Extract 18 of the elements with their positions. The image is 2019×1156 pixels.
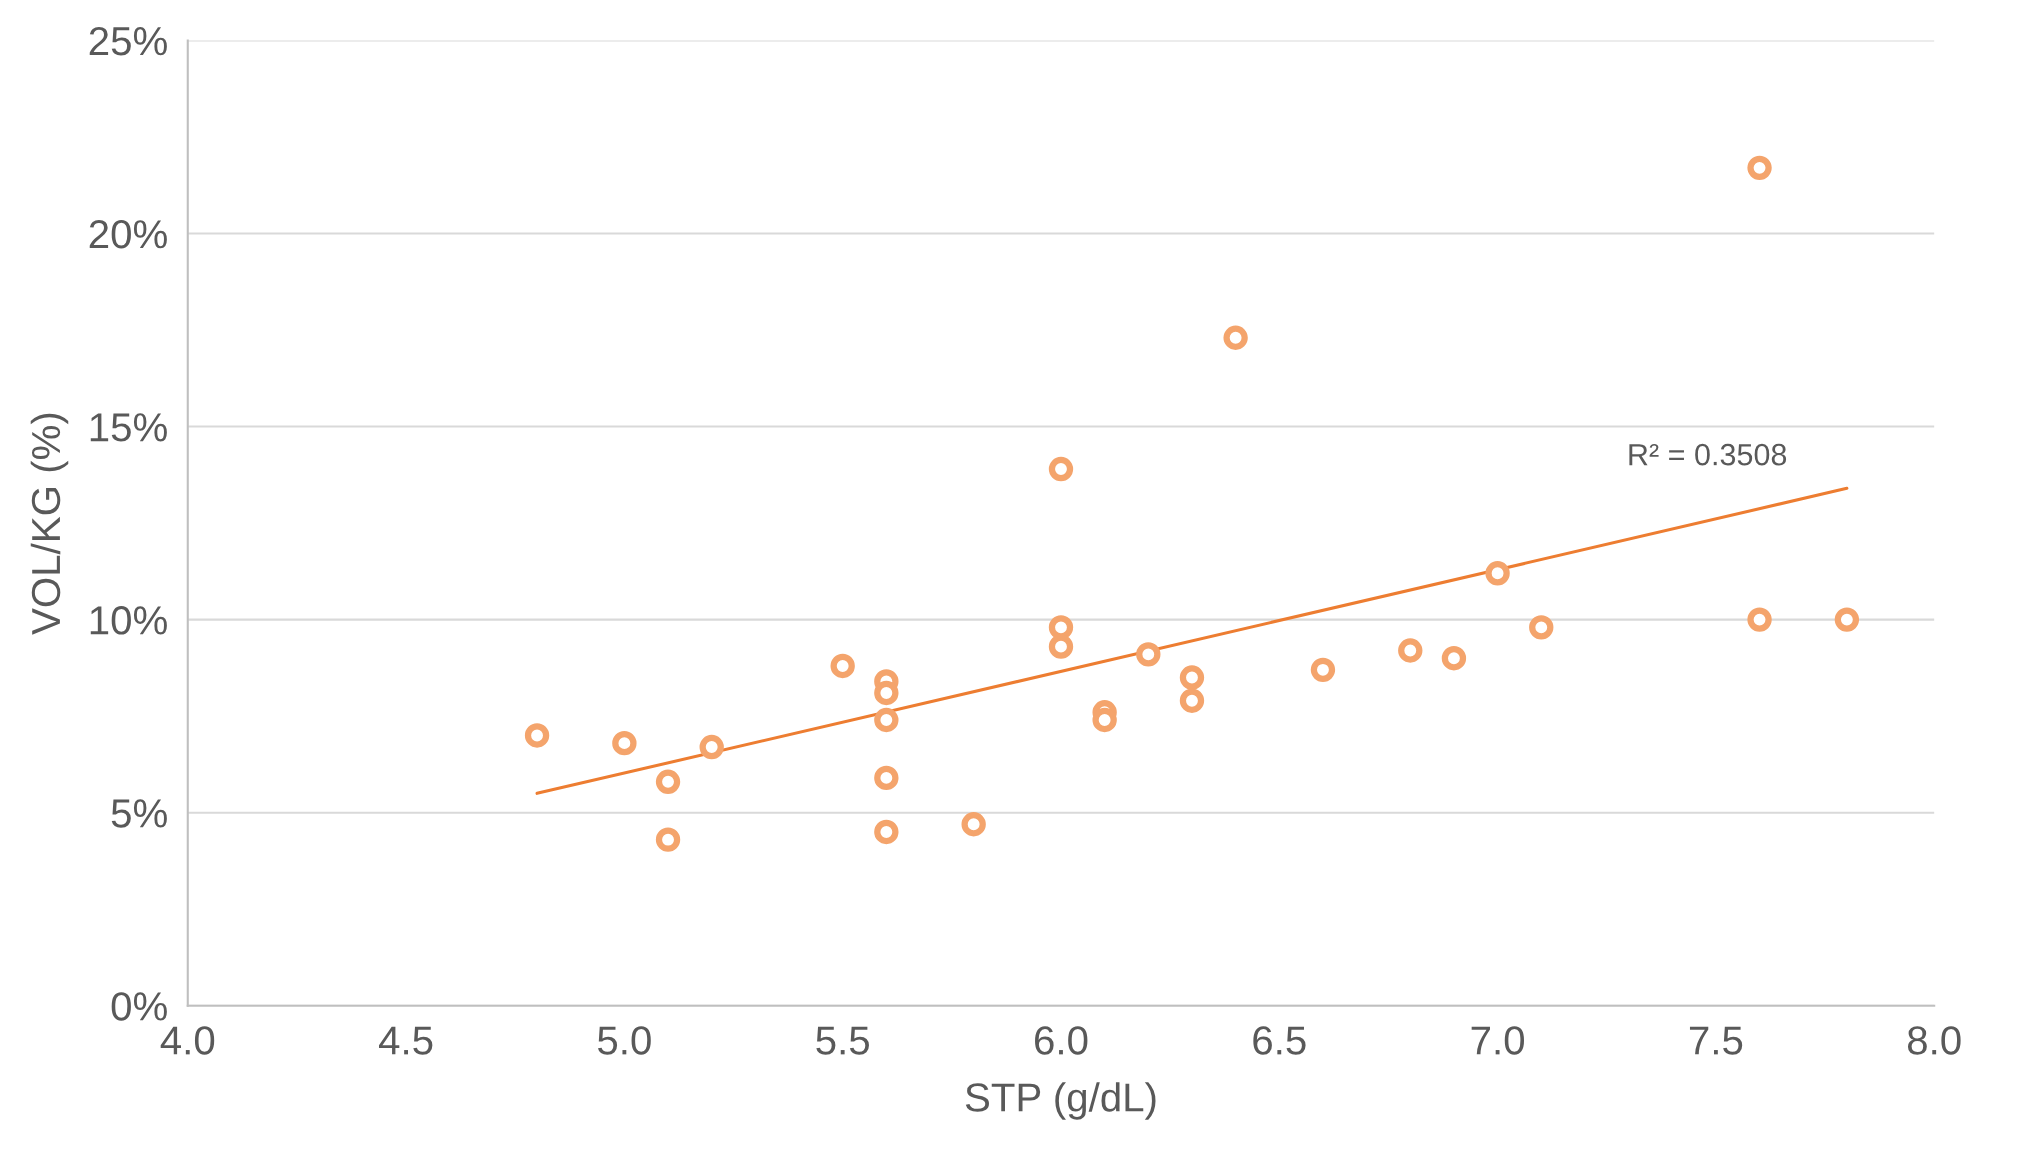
annotation: R² = 0.3508 — [1629, 443, 1787, 466]
y-axis-title: VOL/KG (%) — [30, 413, 69, 635]
x-tick-label: 5.0 — [597, 1026, 651, 1055]
x-tick-label: 6.5 — [1253, 1026, 1306, 1055]
x-tick-label: 6.0 — [1035, 1026, 1088, 1055]
x-tick-label: 7.0 — [1471, 1026, 1525, 1055]
y-tick-label: 10% — [90, 606, 167, 635]
y-tick-label: 15% — [90, 413, 167, 442]
x-tick-label: 4.0 — [160, 1026, 215, 1055]
y-tick-label: 20% — [89, 219, 167, 249]
x-tick-label: 5.5 — [816, 1026, 869, 1055]
x-tick-label: 7.5 — [1689, 1026, 1743, 1055]
x-tick-label: 8.0 — [1907, 1026, 1961, 1055]
y-tick-label: 25% — [89, 26, 167, 56]
y-tick-label: 0% — [111, 992, 167, 1021]
y-tick-label: 5% — [111, 799, 167, 828]
x-tick-label: 4.5 — [379, 1026, 433, 1055]
x-axis-title: STP (g/dL) — [965, 1082, 1156, 1120]
